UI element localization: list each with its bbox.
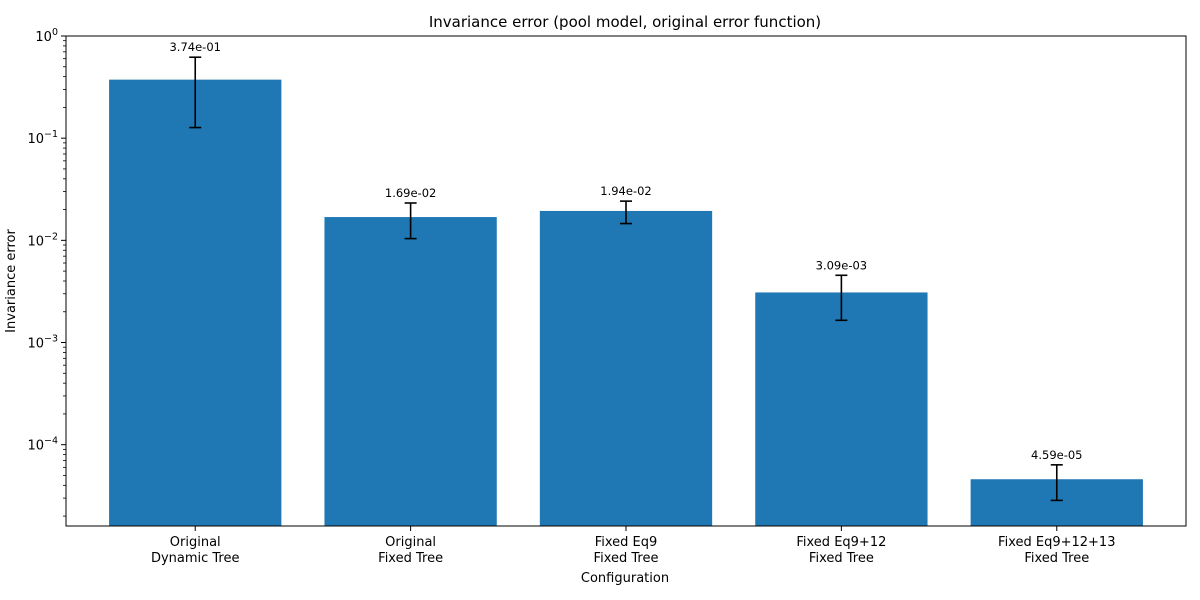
y-tick-label-2: 10−2 [27, 231, 58, 249]
y-axis-label: Invariance error [4, 229, 19, 333]
bar-0 [109, 79, 282, 527]
y-tick-label-3: 10−1 [27, 129, 58, 147]
bar-1 [324, 217, 497, 526]
x-axis-label: Configuration [581, 571, 669, 586]
error-bar-4 [1050, 464, 1063, 502]
error-bar-3 [835, 274, 848, 322]
x-tick-label-0: Original Dynamic Tree [151, 535, 240, 566]
chart-title: Invariance error (pool model, original e… [429, 13, 821, 31]
data-label-4: 4.59e-05 [1031, 448, 1082, 462]
error-bar-2 [620, 200, 632, 225]
data-label-2: 1.94e-02 [600, 184, 651, 198]
x-tick-label-1: Original Fixed Tree [378, 535, 443, 566]
error-bar-1 [404, 202, 417, 240]
x-tick-label-4: Fixed Eq9+12+13 Fixed Tree [998, 535, 1115, 566]
y-tick-label-0: 10−4 [27, 436, 58, 454]
y-tick-label-1: 10−3 [27, 334, 58, 352]
bar-2 [539, 210, 713, 526]
data-label-1: 1.69e-02 [385, 186, 436, 200]
error-bar-0 [189, 56, 202, 129]
data-label-0: 3.74e-01 [169, 40, 220, 54]
x-tick-label-2: Fixed Eq9 Fixed Tree [594, 535, 659, 566]
y-tick-label-4: 100 [35, 27, 58, 45]
bar-3 [755, 292, 928, 526]
data-label-3: 3.09e-03 [816, 258, 867, 272]
x-tick-label-3: Fixed Eq9+12 Fixed Tree [796, 535, 886, 566]
